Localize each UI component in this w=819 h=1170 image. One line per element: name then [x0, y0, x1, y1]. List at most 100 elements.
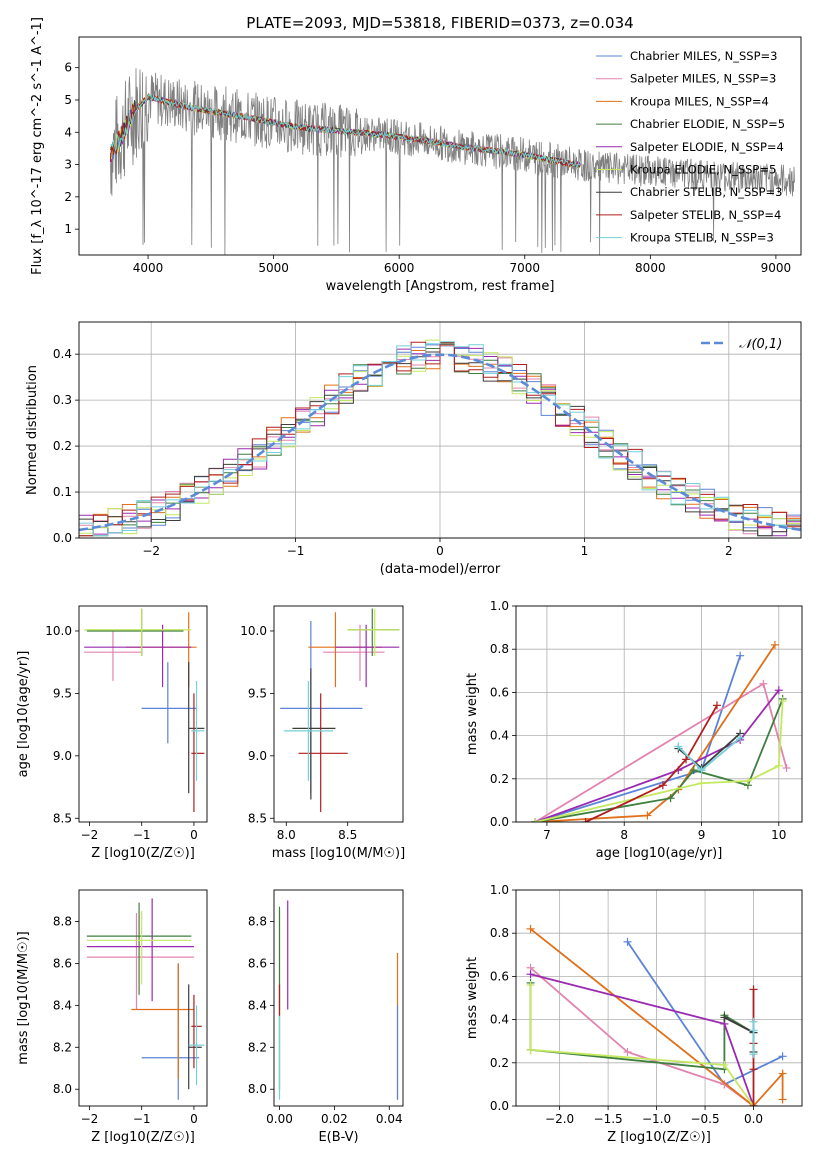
error-crosses [86, 898, 205, 1100]
x-tick-label: 9000 [761, 261, 792, 275]
y-tick-label: 8.0 [53, 1082, 72, 1096]
x-axis-label: Z [log10(Z/Z☉)] [91, 1130, 195, 1145]
y-tick-label: 8.8 [53, 914, 72, 928]
y-tick-label: 0.0 [490, 815, 509, 829]
y-tick-label: 4 [64, 125, 72, 139]
x-tick-label: 8.0 [277, 828, 296, 842]
x-tick-label: 0.0 [744, 1112, 763, 1126]
y-tick-label: 0.4 [490, 729, 509, 743]
x-axis-label: wavelength [Angstrom, rest frame] [326, 279, 555, 294]
mass-vs-ebv-panel: 0.00 0.02 0.04 8.0 8.2 8.4 8.6 8.8 E(B-V) [248, 889, 404, 1145]
x-tick-label: 9 [698, 828, 706, 842]
axes-frame [515, 889, 803, 1107]
mass-vs-Z-panel: −2 −1 0 8.0 8.2 8.4 8.6 8.8 Z [log10(Z/Z☉)] mass … [16, 889, 208, 1145]
x-tick-label: 8 [620, 828, 628, 842]
legend-entry: Salpeter STELIB, N_SSP=4 [630, 208, 781, 222]
spectrum-panel: 4000 5000 6000 7000 8000 9000 1 2 3 4 5 6 wavelength… [30, 17, 802, 294]
y-tick-label: 8.2 [53, 1040, 72, 1054]
x-tick-label: −1 [287, 544, 305, 558]
y-tick-label: 0.8 [490, 926, 509, 940]
y-tick-label: 8.5 [248, 811, 267, 825]
y-tick-label: 8.6 [248, 956, 267, 970]
x-tick-label: 0 [436, 544, 444, 558]
x-tick-label: 0.02 [321, 1112, 348, 1126]
weight-vs-Z-panel: −2.0 −1.5 −1.0 −0.5 0.0 0.0 0.2 0.4 0.6 0.8 1.0 Z [… [465, 883, 803, 1145]
legend-entry: Kroupa STELIB, N_SSP=3 [630, 231, 774, 245]
residuals-panel: −2 −1 0 1 2 0.0 0.1 0.2 0.3 0.4 (data-model)/error… [25, 321, 802, 577]
y-tick-label: 0.6 [490, 685, 509, 699]
normal-curve [79, 353, 801, 532]
y-tick-label: 1.0 [490, 599, 509, 613]
x-tick-label: −0.5 [690, 1112, 719, 1126]
legend-entry: Kroupa MILES, N_SSP=4 [630, 94, 769, 108]
weight-vs-age-panel: 7 8 9 10 0.0 0.2 0.4 0.6 0.8 1.0 age [log10(age/yr… [465, 599, 803, 861]
x-tick-label: −2 [81, 828, 99, 842]
error-crosses [280, 608, 400, 813]
y-tick-label: 0.6 [490, 969, 509, 983]
y-tick-label: 9.5 [53, 686, 72, 700]
weight-line-salpeter-stelib [585, 704, 718, 822]
weight-lines [531, 640, 791, 822]
y-tick-label: 0.4 [490, 1013, 509, 1027]
weight-line-chabrier-elodie [535, 698, 784, 822]
axes-frame [78, 36, 802, 256]
histogram-salpeter-stelib [79, 341, 801, 538]
x-tick-label: 4000 [133, 261, 164, 275]
x-axis-label: Z [log10(Z/Z☉)] [607, 1130, 711, 1145]
axes-frame [78, 321, 802, 539]
legend-entry: 𝒩(0,1) [739, 337, 782, 352]
x-axis-label: E(B-V) [318, 1130, 358, 1145]
y-tick-label: 1 [64, 222, 72, 236]
x-tick-label: −2.0 [545, 1112, 574, 1126]
legend-entry: Kroupa ELODIE, N_SSP=5 [630, 163, 776, 177]
error-crosses [278, 900, 399, 1100]
x-tick-label: 1 [581, 544, 589, 558]
x-tick-label: 8.5 [338, 828, 357, 842]
spectrum-lines [109, 68, 795, 255]
axes-frame [515, 605, 803, 823]
x-tick-label: −2 [81, 1112, 99, 1126]
x-axis-label: mass [log10(M/M☉)] [272, 846, 405, 861]
axes-frame [273, 605, 404, 823]
y-tick-label: 9.5 [248, 686, 267, 700]
x-axis-label: (data-model)/error [380, 562, 501, 577]
x-tick-label: −1 [133, 1112, 151, 1126]
legend-entry: Salpeter ELODIE, N_SSP=4 [630, 140, 784, 154]
model-kroupa-stelib [110, 93, 581, 168]
histogram-kroupa-stelib [79, 341, 801, 538]
x-tick-label: 5000 [258, 261, 289, 275]
y-tick-label: 10.0 [45, 624, 72, 638]
x-tick-label: 0.00 [266, 1112, 293, 1126]
y-tick-label: 8.8 [248, 914, 267, 928]
y-axis-label: age [log10(age/yr)] [16, 651, 31, 778]
y-tick-label: 3 [64, 158, 72, 172]
x-tick-label: −1.0 [642, 1112, 671, 1126]
y-tick-label: 6 [64, 61, 72, 75]
y-tick-label: 0.1 [53, 485, 72, 499]
y-tick-label: 8.5 [53, 811, 72, 825]
x-axis-label: age [log10(age/yr)] [596, 846, 723, 861]
weight-line-salpeter-elodie [530, 973, 755, 1106]
x-tick-label: 6000 [384, 261, 415, 275]
x-tick-label: 8000 [635, 261, 666, 275]
axes-frame [78, 605, 208, 823]
y-tick-label: 0.4 [53, 347, 72, 361]
data-spectrum [110, 68, 795, 255]
x-tick-label: 7000 [509, 261, 540, 275]
y-tick-label: 5 [64, 93, 72, 107]
y-tick-label: 8.6 [53, 956, 72, 970]
legend-entry: Salpeter MILES, N_SSP=3 [630, 72, 776, 86]
weight-line-kroupa-elodie [535, 700, 784, 822]
y-tick-label: 8.4 [248, 998, 267, 1012]
figure-title: PLATE=2093, MJD=53818, FIBERID=0373, z=0… [246, 14, 633, 32]
y-axis-label: Flux [f_λ 10^-17 erg cm^-2 s^-1 A^-1] [30, 17, 45, 275]
y-tick-label: 0.2 [490, 772, 509, 786]
x-tick-label: −1 [133, 828, 151, 842]
y-tick-label: 2 [64, 190, 72, 204]
x-axis-label: Z [log10(Z/Z☉)] [91, 846, 195, 861]
y-tick-label: 0.3 [53, 393, 72, 407]
weight-line-salpeter-elodie [534, 689, 780, 822]
weight-lines [526, 924, 787, 1106]
axes-frame [273, 889, 404, 1107]
y-tick-label: 10.0 [240, 624, 267, 638]
